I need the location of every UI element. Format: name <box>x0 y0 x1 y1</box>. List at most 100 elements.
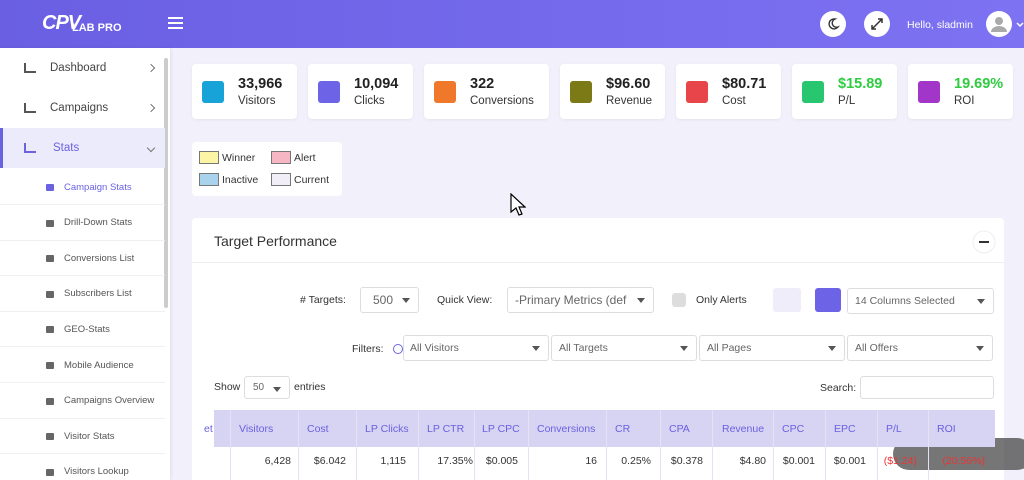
column-header[interactable]: Cost <box>307 422 329 435</box>
caret <box>976 346 984 351</box>
caret <box>680 346 688 351</box>
column-header[interactable]: LP Clicks <box>365 422 409 435</box>
stat-value: $15.89 <box>838 76 883 92</box>
legend-swatch <box>271 173 291 186</box>
sub-icon <box>46 184 54 191</box>
sub-item[interactable]: GEO-Stats <box>0 312 165 348</box>
column-header[interactable]: CPC <box>782 422 805 435</box>
filter-select[interactable]: All Targets <box>551 335 697 361</box>
nav-item[interactable]: Campaigns <box>50 102 109 114</box>
avatar[interactable] <box>986 11 1024 37</box>
stat-card: 322 Conversions <box>424 64 549 119</box>
legend-label: Current <box>294 174 330 186</box>
legend-label: Alert <box>294 152 316 164</box>
column-header[interactable]: Revenue <box>722 422 765 435</box>
sub-item[interactable]: Subscribers List <box>0 277 165 312</box>
table-cell: $4.80 <box>739 455 766 467</box>
stat-icon <box>434 81 456 103</box>
targets-select[interactable]: 500 <box>360 287 419 313</box>
column-header[interactable]: LP CPC <box>482 422 520 435</box>
sub-item[interactable]: Conversions List <box>0 241 165 277</box>
cursor <box>510 193 526 216</box>
column-header[interactable]: CPA <box>669 422 690 435</box>
nav-item[interactable]: Dashboard <box>50 62 107 74</box>
stat-icon <box>918 81 940 103</box>
stat-card: $15.89 P/L <box>792 64 897 119</box>
column-separator <box>230 410 231 480</box>
columns-select[interactable]: 14 Columns Selected <box>847 288 994 314</box>
column-header[interactable]: et <box>204 422 213 435</box>
column-header[interactable]: Conversions <box>537 422 596 435</box>
divider <box>192 262 1004 263</box>
theme-toggle[interactable] <box>820 11 846 37</box>
table-cell: 6,428 <box>264 455 291 467</box>
quick-view-select[interactable]: -Primary Metrics (def <box>507 287 654 313</box>
sidebar: Dashboard Campaigns Stats Campaign Stats Dri… <box>0 48 170 480</box>
only-alerts-label: Only Alerts <box>696 294 747 306</box>
nav-icon <box>24 103 36 113</box>
caret <box>828 346 836 351</box>
sub-item[interactable]: Campaigns Overview <box>0 384 165 419</box>
show-select[interactable]: 50 <box>244 376 290 399</box>
sub-item[interactable]: Visitor Stats <box>0 419 165 455</box>
stat-value: 10,094 <box>354 76 399 92</box>
stat-value: $96.60 <box>606 76 651 92</box>
search-input[interactable] <box>860 376 994 399</box>
table-cell: 1,115 <box>380 455 407 467</box>
column-header[interactable]: LP CTR <box>427 422 465 435</box>
column-separator <box>418 410 419 480</box>
sub-item[interactable]: Campaign Stats <box>0 170 165 205</box>
stat-card: 19.69% ROI <box>908 64 1013 119</box>
table-cell: $0.001 <box>782 455 815 467</box>
table-header-bg <box>214 410 995 447</box>
filter-select[interactable]: All Offers <box>847 335 993 361</box>
nav-icon <box>24 63 36 73</box>
legend-swatch <box>199 173 219 186</box>
column-separator <box>474 410 475 480</box>
stat-label: Cost <box>722 95 746 107</box>
chart-button[interactable] <box>815 288 841 312</box>
scrollbar <box>164 58 168 308</box>
export-button[interactable] <box>773 288 801 312</box>
stat-label: Clicks <box>354 95 385 107</box>
stat-icon <box>318 81 340 103</box>
stat-label: Conversions <box>470 95 534 107</box>
panel-title: Target Performance <box>214 233 337 249</box>
column-header[interactable]: EPC <box>834 422 856 435</box>
column-separator <box>660 410 661 480</box>
column-header[interactable]: ROI <box>937 422 956 435</box>
sub-icon <box>46 433 54 441</box>
brand: CPV <box>42 12 81 34</box>
show-label: Show <box>214 381 241 393</box>
table-cell: (20.56%) <box>942 455 985 467</box>
fullscreen[interactable] <box>864 11 890 37</box>
sub-icon <box>46 468 54 476</box>
caret <box>532 346 540 351</box>
menu-toggle[interactable] <box>168 17 183 30</box>
stat-value: $80.71 <box>722 76 767 92</box>
nav-item[interactable]: Stats <box>0 128 165 168</box>
table-cell: 0.25% <box>621 455 651 467</box>
stat-icon <box>570 81 592 103</box>
column-header[interactable]: CR <box>615 422 631 435</box>
stat-card: $80.71 Cost <box>676 64 781 119</box>
table-cell: $0.378 <box>670 455 703 467</box>
filter-select[interactable]: All Visitors <box>403 335 549 361</box>
collapse[interactable] <box>972 230 996 254</box>
filter-select[interactable]: All Pages <box>699 335 845 361</box>
table-cell: $6.042 <box>313 455 346 467</box>
column-separator <box>928 410 929 480</box>
column-separator <box>528 410 529 480</box>
stat-value: 322 <box>470 76 495 92</box>
stat-card: 10,094 Clicks <box>308 64 413 119</box>
sub-icon <box>46 255 54 263</box>
sub-item[interactable]: Visitors Lookup <box>0 455 165 480</box>
only-alerts-box[interactable] <box>672 293 686 307</box>
column-header[interactable]: P/L <box>886 422 902 435</box>
sub-item[interactable]: Mobile Audience <box>0 348 165 383</box>
sub-item[interactable]: Drill-Down Stats <box>0 206 165 241</box>
column-header[interactable]: Visitors <box>239 422 274 435</box>
column-separator <box>298 410 299 480</box>
targets-label: # Targets: <box>300 294 346 306</box>
